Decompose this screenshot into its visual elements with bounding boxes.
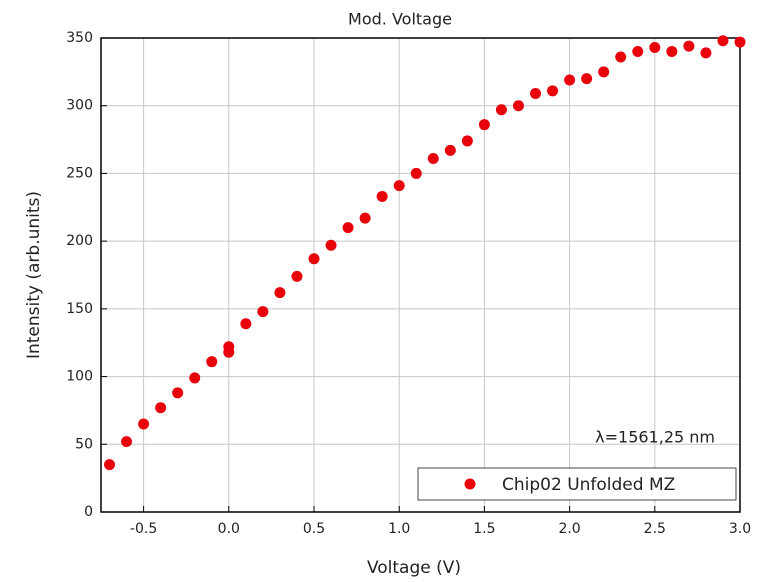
x-tick-label: 2.0	[558, 521, 580, 537]
data-point	[530, 88, 542, 100]
data-point	[581, 73, 593, 85]
data-point	[512, 100, 524, 112]
y-tick-label: 50	[75, 436, 93, 452]
data-point	[700, 47, 712, 59]
data-point	[189, 372, 201, 384]
x-tick-label: 1.0	[388, 521, 410, 537]
data-point	[410, 167, 422, 179]
data-point	[376, 190, 388, 202]
data-point	[138, 418, 150, 430]
data-point	[257, 306, 269, 318]
y-tick-label: 150	[66, 301, 93, 317]
y-tick-label: 300	[66, 98, 93, 114]
data-point	[206, 356, 218, 368]
data-point	[325, 239, 337, 251]
data-point	[683, 40, 695, 52]
data-point	[649, 41, 661, 53]
data-point	[461, 135, 473, 147]
y-axis-label: Intensity (arb.units)	[24, 191, 44, 359]
data-point	[121, 436, 133, 448]
data-point	[734, 36, 746, 48]
data-point	[444, 144, 456, 156]
data-point	[495, 104, 507, 116]
data-point	[615, 51, 627, 63]
y-tick-label: 100	[66, 369, 93, 385]
legend-marker	[464, 478, 476, 490]
data-point	[308, 253, 320, 265]
data-point	[427, 153, 439, 165]
chart-title: Mod. Voltage	[348, 10, 452, 29]
data-point	[666, 46, 678, 58]
data-point	[240, 318, 252, 330]
x-tick-label: 2.5	[644, 521, 666, 537]
data-point	[291, 270, 303, 282]
y-tick-label: 200	[66, 233, 93, 249]
x-tick-label: 0.5	[303, 521, 325, 537]
legend-label: Chip02 Unfolded MZ	[502, 475, 675, 495]
x-tick-label: -0.5	[130, 521, 157, 537]
data-point	[172, 387, 184, 399]
data-point	[342, 222, 354, 234]
x-axis-label: Voltage (V)	[367, 558, 461, 578]
data-point	[274, 287, 286, 299]
data-point	[155, 402, 167, 414]
x-tick-label: 1.5	[473, 521, 495, 537]
data-point	[564, 74, 576, 86]
x-tick-label: 0.0	[218, 521, 240, 537]
x-tick-label: 3.0	[729, 521, 751, 537]
y-tick-label: 0	[84, 504, 93, 520]
data-point	[223, 341, 235, 353]
data-point	[478, 119, 490, 131]
annotation: λ=1561,25 nm	[595, 428, 715, 447]
plot-frame	[100, 37, 741, 513]
data-point	[359, 212, 371, 224]
data-point	[717, 35, 729, 47]
y-tick-label: 250	[66, 165, 93, 181]
data-point	[547, 85, 559, 97]
data-point	[632, 46, 644, 58]
data-point	[104, 459, 116, 471]
data-point	[598, 66, 610, 78]
y-tick-label: 350	[66, 30, 93, 46]
data-point	[393, 180, 405, 192]
